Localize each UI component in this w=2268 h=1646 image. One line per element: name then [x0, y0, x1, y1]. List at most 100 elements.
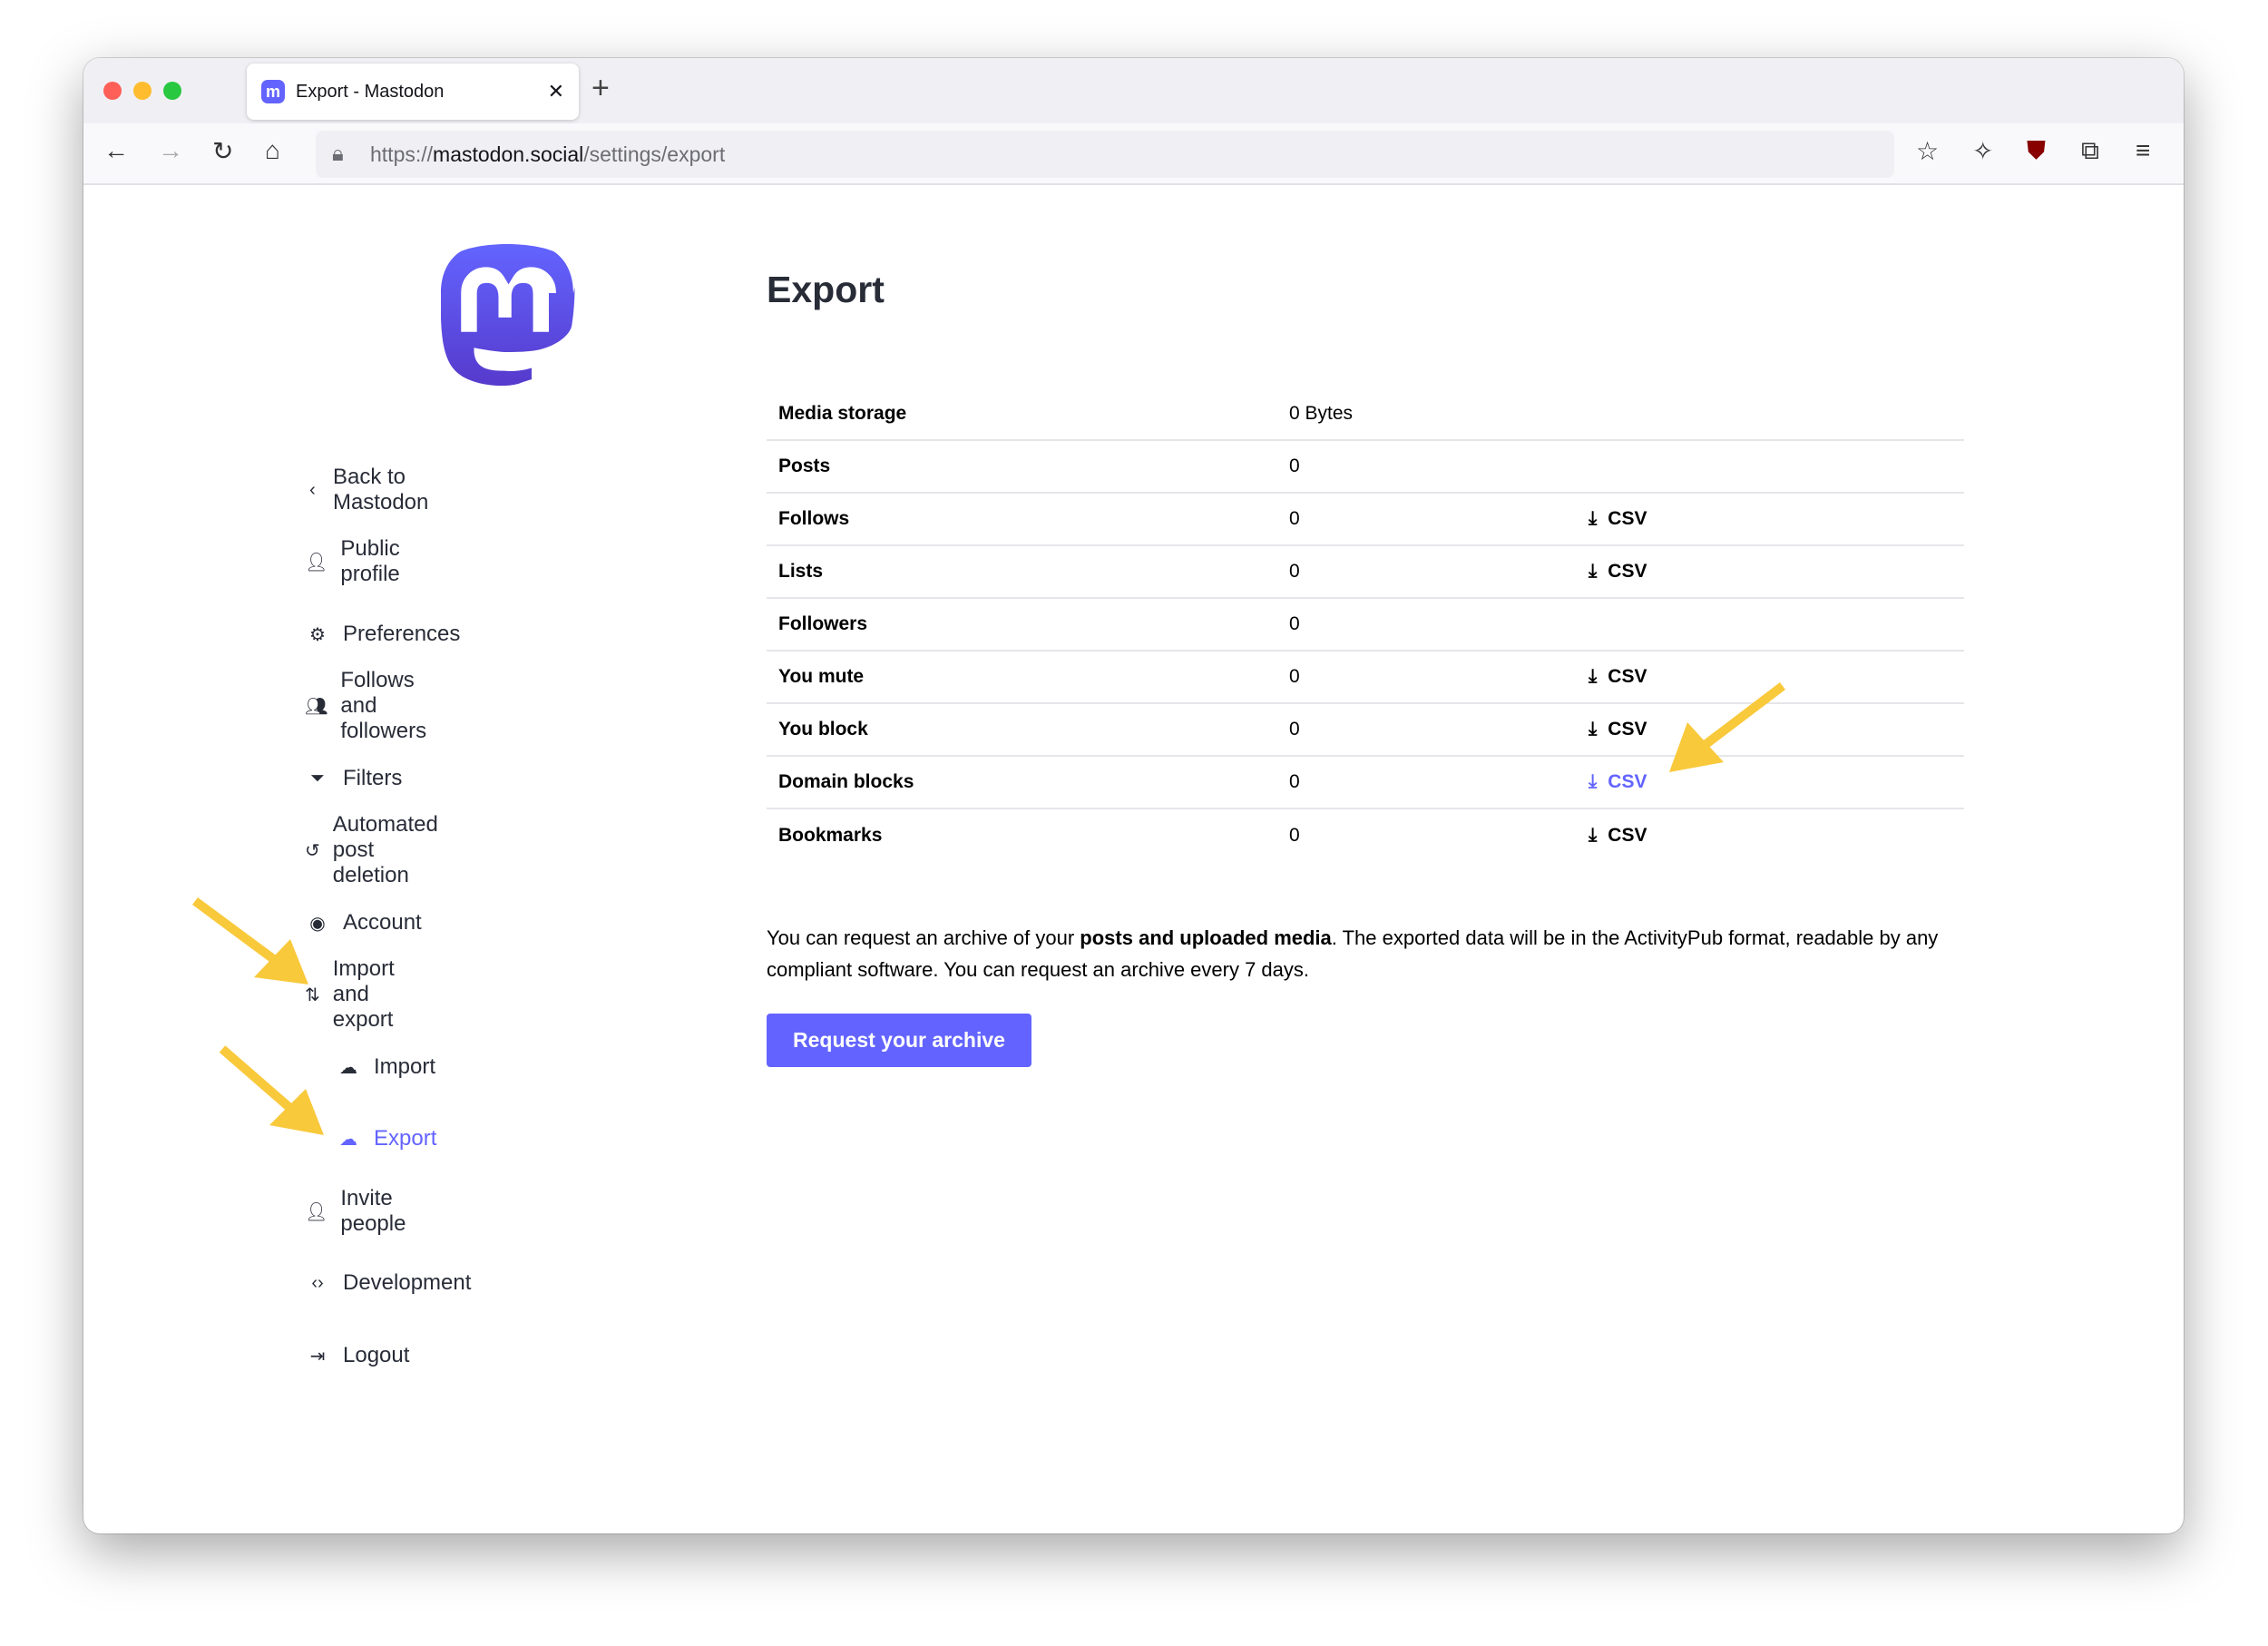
maximize-window-button[interactable] — [163, 82, 181, 100]
cloud-upload-icon: ☁ — [339, 1057, 357, 1078]
table-row: Follows 0 ⤓ CSV — [767, 493, 1964, 546]
sidebar-item-logout[interactable]: ⇥ Logout — [305, 1337, 410, 1374]
chevron-left-icon: ‹ — [309, 479, 316, 500]
row-action: ⤓ CSV — [1577, 545, 1964, 599]
back-icon[interactable]: ← — [103, 136, 129, 164]
sidebar-item-label: Development — [343, 1270, 472, 1295]
sidebar-item-automated-deletion[interactable]: ↺ Automated post deletion — [305, 812, 448, 887]
table-row: You block 0 ⤓ CSV — [767, 703, 1964, 757]
sidebar-item-label: Export — [374, 1126, 437, 1151]
download-icon: ⤓ — [1589, 771, 1598, 792]
close-window-button[interactable] — [103, 82, 122, 100]
csv-label: CSV — [1608, 666, 1647, 687]
cloud-download-icon: ☁ — [339, 1129, 357, 1150]
csv-download-link[interactable]: ⤓ CSV — [1589, 719, 1647, 740]
close-tab-icon[interactable]: ✕ — [547, 80, 564, 103]
row-value: 0 — [1277, 703, 1577, 757]
info-bold: posts and uploaded media — [1080, 926, 1332, 949]
row-label: Followers — [767, 598, 1277, 652]
archive-info: You can request an archive of your posts… — [767, 922, 1964, 985]
table-row: Domain blocks 0 ⤓ CSV — [767, 756, 1964, 809]
annotation-arrow-import-export — [192, 896, 308, 985]
row-label: Media storage — [767, 387, 1277, 441]
filter-icon: ⏷ — [310, 768, 325, 789]
table-row: Bookmarks 0 ⤓ CSV — [767, 808, 1964, 861]
minimize-window-button[interactable] — [133, 82, 152, 100]
home-icon[interactable]: ⌂ — [265, 136, 280, 164]
mastodon-logo — [441, 244, 575, 387]
code-icon: ‹› — [311, 1272, 324, 1293]
row-value: 0 — [1277, 440, 1577, 494]
sidebar-item-public-profile[interactable]: 👤︎ Public profile — [305, 536, 402, 586]
sidebar-item-preferences[interactable]: ⚙ Preferences — [305, 616, 460, 652]
row-action — [1577, 598, 1964, 652]
extension-icon[interactable]: ✧ — [1972, 137, 1994, 165]
url-host: mastodon.social — [433, 142, 584, 166]
url-bar[interactable]: 🔒︎ https://mastodon.social/settings/expo… — [316, 131, 1894, 178]
tab-export[interactable]: m Export - Mastodon ✕ — [247, 64, 579, 120]
import-export-icon: ⇅ — [305, 985, 320, 1005]
tab-title: Export - Mastodon — [296, 81, 445, 102]
forward-icon[interactable]: → — [158, 136, 183, 164]
row-label: You block — [767, 703, 1277, 757]
url-scheme: https:// — [370, 142, 434, 166]
sidebar-item-filters[interactable]: ⏷ Filters — [305, 760, 402, 797]
request-archive-button[interactable]: Request your archive — [767, 1014, 1031, 1067]
lock-icon: 🔒︎ — [332, 142, 344, 166]
row-label: Domain blocks — [767, 756, 1277, 809]
download-icon: ⤓ — [1589, 824, 1598, 846]
download-icon: ⤓ — [1589, 508, 1598, 529]
row-label: Lists — [767, 545, 1277, 599]
ublock-icon[interactable]: ⛊ — [2027, 136, 2047, 164]
csv-label: CSV — [1608, 508, 1647, 529]
csv-label: CSV — [1608, 771, 1647, 792]
sidebar-item-follows[interactable]: 👥︎ Follows and followers — [305, 668, 429, 743]
download-icon: ⤓ — [1589, 719, 1598, 740]
extensions-puzzle-icon[interactable]: ⧉ — [2081, 136, 2099, 164]
table-row: Lists 0 ⤓ CSV — [767, 545, 1964, 599]
url-path: /settings/export — [583, 142, 726, 166]
sidebar-item-label: Invite people — [340, 1186, 406, 1236]
row-label: You mute — [767, 651, 1277, 704]
browser-window: m Export - Mastodon ✕ + ← → ↻ ⌂ 🔒︎ https… — [83, 58, 2184, 1533]
csv-label: CSV — [1608, 561, 1647, 582]
sidebar-item-invite[interactable]: 👤︎ Invite people — [305, 1186, 408, 1236]
row-value: 0 Bytes — [1277, 387, 1577, 441]
sidebar-item-back[interactable]: ‹ Back to Mastodon — [305, 465, 438, 514]
user-plus-icon: 👤︎ — [305, 1201, 328, 1222]
sidebar-item-label: Logout — [343, 1343, 410, 1367]
users-icon: 👥︎ — [305, 696, 328, 717]
sidebar-item-export[interactable]: ☁ Export — [336, 1121, 436, 1157]
reload-icon[interactable]: ↻ — [212, 137, 234, 165]
sidebar-item-label: Preferences — [343, 622, 461, 646]
menu-icon[interactable]: ≡ — [2136, 136, 2151, 164]
bookmark-star-icon[interactable]: ☆ — [1916, 137, 1940, 165]
row-action: ⤓ CSV — [1577, 493, 1964, 546]
row-action: ⤓ CSV — [1577, 808, 1964, 861]
annotation-arrow-domain-blocks — [1669, 682, 1786, 772]
row-value: 0 — [1277, 545, 1577, 599]
new-tab-button[interactable]: + — [591, 71, 610, 105]
table-row: Media storage 0 Bytes — [767, 387, 1964, 441]
sidebar-item-label: Import — [374, 1054, 436, 1079]
row-action: ⤓ CSV — [1577, 703, 1964, 757]
row-value: 0 — [1277, 598, 1577, 652]
gear-icon: ⚙ — [309, 624, 326, 645]
sidebar-item-import[interactable]: ☁ Import — [336, 1049, 435, 1085]
sidebar-item-development[interactable]: ‹› Development — [305, 1265, 471, 1301]
row-value: 0 — [1277, 756, 1577, 809]
row-action — [1577, 440, 1964, 494]
csv-download-link[interactable]: ⤓ CSV — [1589, 771, 1647, 793]
sidebar-item-import-export[interactable]: ⇅ Import and export — [305, 956, 405, 1032]
csv-download-link[interactable]: ⤓ CSV — [1589, 561, 1647, 583]
mastodon-favicon-icon: m — [261, 80, 285, 103]
table-row: Posts 0 — [767, 440, 1964, 494]
sidebar-item-account[interactable]: ◉ Account — [305, 905, 421, 941]
user-circle-icon: ◉ — [309, 913, 326, 934]
tab-bar: m Export - Mastodon ✕ + — [83, 58, 2184, 123]
csv-download-link[interactable]: ⤓ CSV — [1589, 666, 1647, 688]
info-text: You can request an archive of your — [767, 926, 1080, 949]
annotation-arrow-export — [219, 1045, 324, 1135]
csv-download-link[interactable]: ⤓ CSV — [1589, 508, 1647, 530]
csv-download-link[interactable]: ⤓ CSV — [1589, 825, 1647, 847]
